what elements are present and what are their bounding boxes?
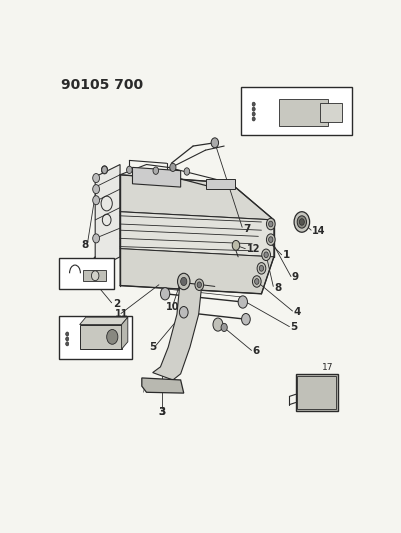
Circle shape (93, 184, 99, 193)
Text: 12: 12 (247, 245, 260, 254)
Text: 3: 3 (158, 407, 166, 417)
Circle shape (93, 196, 99, 205)
Text: 17: 17 (322, 363, 334, 372)
Circle shape (160, 288, 170, 300)
Text: 8: 8 (274, 282, 281, 293)
Circle shape (257, 263, 266, 274)
Circle shape (66, 332, 69, 336)
Polygon shape (153, 282, 202, 380)
Circle shape (197, 282, 201, 288)
Text: 10: 10 (166, 302, 179, 312)
Circle shape (170, 163, 176, 172)
Polygon shape (120, 248, 274, 294)
Circle shape (259, 265, 263, 271)
Circle shape (93, 174, 99, 183)
Text: 9: 9 (292, 272, 299, 282)
Text: 5: 5 (290, 322, 298, 333)
Circle shape (253, 276, 261, 287)
Circle shape (262, 249, 270, 261)
Circle shape (211, 138, 219, 148)
Polygon shape (95, 165, 120, 269)
Circle shape (91, 271, 99, 281)
Bar (320, 102, 342, 122)
Bar (241, 87, 352, 134)
Bar (59, 258, 114, 289)
Circle shape (213, 318, 223, 331)
Circle shape (178, 273, 190, 290)
Circle shape (66, 337, 69, 341)
Text: 8: 8 (81, 239, 89, 249)
Text: 2: 2 (113, 299, 120, 309)
Bar (297, 376, 336, 409)
Bar (80, 325, 122, 349)
Circle shape (107, 329, 118, 344)
Polygon shape (122, 317, 128, 349)
Polygon shape (142, 378, 184, 393)
Circle shape (180, 277, 187, 286)
Bar (296, 374, 338, 411)
Text: 6: 6 (253, 346, 260, 356)
Polygon shape (132, 167, 181, 187)
Circle shape (266, 219, 275, 230)
Circle shape (74, 272, 82, 282)
Circle shape (266, 234, 275, 245)
Circle shape (252, 107, 255, 111)
Text: 4: 4 (294, 307, 301, 317)
Text: 14: 14 (312, 226, 326, 236)
Circle shape (232, 240, 240, 251)
Text: 16: 16 (96, 280, 107, 289)
Polygon shape (120, 212, 274, 257)
Circle shape (255, 279, 259, 284)
Circle shape (69, 281, 74, 288)
Text: 13: 13 (109, 352, 121, 361)
Text: 5: 5 (149, 342, 156, 352)
Circle shape (252, 102, 255, 106)
Circle shape (221, 324, 227, 332)
Circle shape (238, 296, 247, 308)
Circle shape (127, 166, 132, 174)
Circle shape (269, 221, 273, 227)
Circle shape (252, 112, 255, 116)
Bar (83, 270, 106, 281)
Circle shape (101, 166, 107, 174)
Circle shape (264, 252, 268, 257)
Text: 15: 15 (244, 126, 256, 135)
Text: 3: 3 (158, 407, 166, 417)
Circle shape (179, 306, 188, 318)
Text: 90105 700: 90105 700 (61, 77, 143, 92)
Text: 7: 7 (243, 224, 251, 234)
Bar (279, 99, 328, 126)
Circle shape (195, 279, 204, 290)
Circle shape (241, 313, 250, 325)
Circle shape (102, 166, 107, 174)
Circle shape (297, 216, 306, 228)
Polygon shape (120, 175, 274, 220)
Circle shape (252, 117, 255, 121)
Text: 11: 11 (115, 309, 128, 319)
Circle shape (66, 342, 69, 346)
Circle shape (93, 234, 99, 243)
Polygon shape (80, 317, 128, 325)
Circle shape (269, 237, 273, 243)
Circle shape (153, 167, 158, 174)
Circle shape (294, 212, 310, 232)
Text: 1: 1 (283, 250, 290, 260)
Bar (206, 179, 235, 189)
Bar (59, 317, 132, 359)
Circle shape (184, 168, 190, 175)
Circle shape (300, 219, 304, 225)
